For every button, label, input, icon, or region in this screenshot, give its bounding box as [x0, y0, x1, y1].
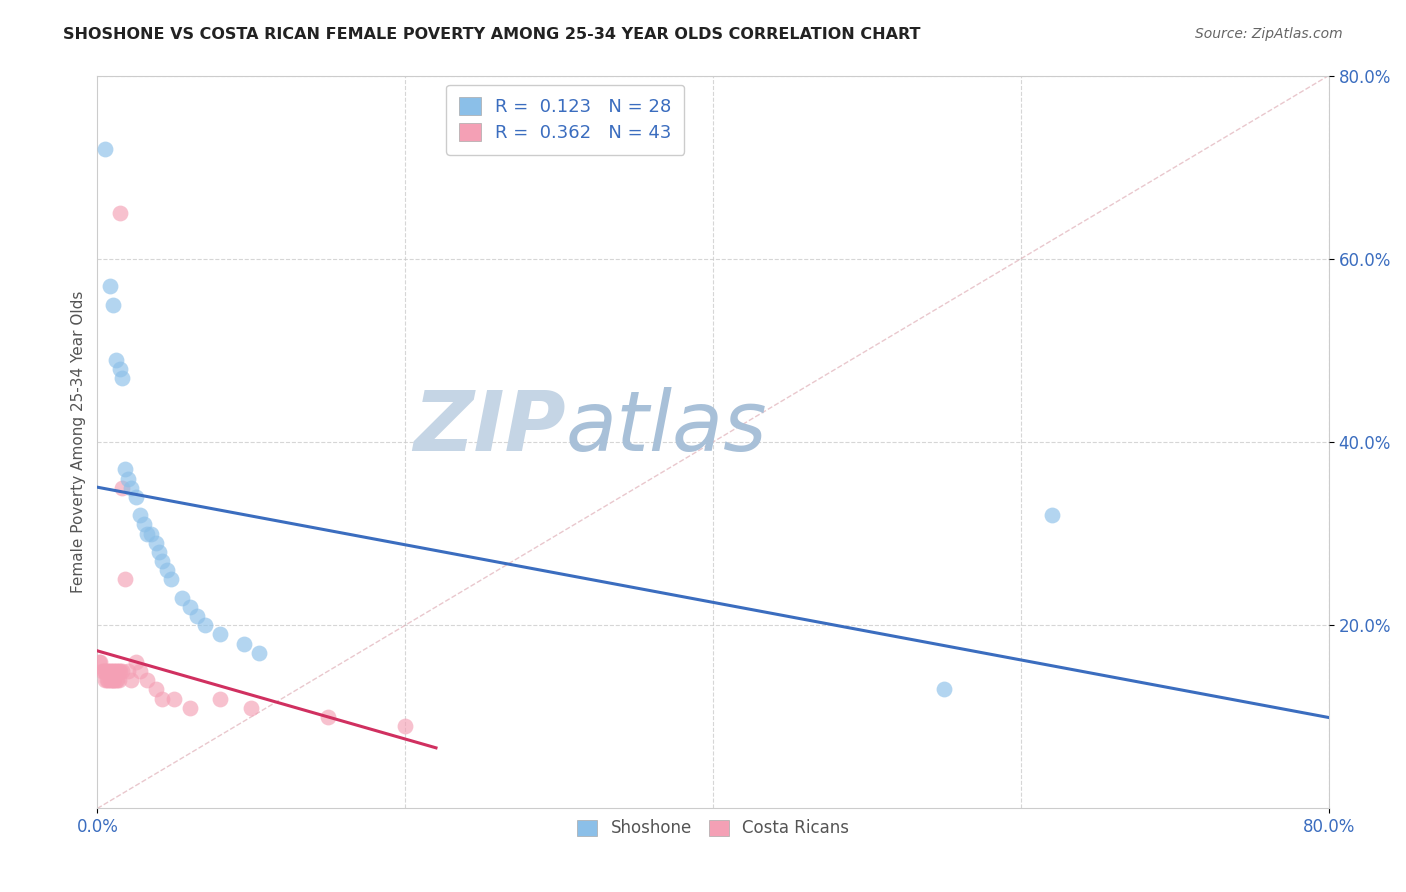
- Point: [111, 481, 134, 495]
- Point: [105, 664, 128, 678]
- Point: [101, 673, 124, 688]
- Point: [135, 526, 157, 541]
- Point: [170, 591, 193, 605]
- Text: SHOSHONE VS COSTA RICAN FEMALE POVERTY AMONG 25-34 YEAR OLDS CORRELATION CHART: SHOSHONE VS COSTA RICAN FEMALE POVERTY A…: [63, 27, 921, 42]
- Point: [111, 664, 134, 678]
- Point: [247, 646, 270, 660]
- Point: [117, 664, 139, 678]
- Point: [194, 618, 217, 632]
- Point: [394, 719, 416, 733]
- Point: [94, 673, 117, 688]
- Point: [145, 535, 167, 549]
- Point: [316, 710, 339, 724]
- Y-axis label: Female Poverty Among 25-34 Year Olds: Female Poverty Among 25-34 Year Olds: [72, 291, 86, 593]
- Point: [179, 599, 201, 614]
- Point: [87, 655, 110, 669]
- Point: [932, 682, 955, 697]
- Point: [129, 508, 152, 523]
- Point: [150, 554, 173, 568]
- Point: [104, 352, 127, 367]
- Point: [125, 655, 148, 669]
- Point: [103, 673, 125, 688]
- Point: [110, 361, 132, 376]
- Point: [117, 472, 139, 486]
- Point: [141, 526, 163, 541]
- Point: [104, 673, 127, 688]
- Text: ZIP: ZIP: [413, 387, 565, 467]
- Point: [98, 673, 121, 688]
- Point: [111, 371, 134, 385]
- Point: [96, 664, 118, 678]
- Point: [96, 673, 118, 688]
- Point: [101, 673, 124, 688]
- Point: [1040, 508, 1063, 523]
- Point: [150, 691, 173, 706]
- Point: [114, 573, 136, 587]
- Point: [105, 673, 128, 688]
- Point: [108, 664, 131, 678]
- Point: [209, 691, 232, 706]
- Point: [101, 297, 124, 311]
- Point: [129, 664, 152, 678]
- Point: [135, 673, 157, 688]
- Point: [98, 279, 121, 293]
- Point: [94, 664, 117, 678]
- Point: [120, 481, 142, 495]
- Text: atlas: atlas: [565, 387, 766, 467]
- Point: [94, 142, 117, 156]
- Point: [145, 682, 167, 697]
- Point: [156, 563, 179, 577]
- Point: [100, 664, 122, 678]
- Point: [240, 700, 263, 714]
- Point: [91, 664, 114, 678]
- Point: [125, 490, 148, 504]
- Point: [110, 664, 132, 678]
- Point: [114, 462, 136, 476]
- Point: [93, 664, 115, 678]
- Point: [209, 627, 232, 641]
- Text: Source: ZipAtlas.com: Source: ZipAtlas.com: [1195, 27, 1343, 41]
- Point: [97, 673, 120, 688]
- Point: [104, 664, 127, 678]
- Point: [120, 673, 142, 688]
- Point: [108, 673, 131, 688]
- Point: [232, 636, 254, 650]
- Point: [89, 655, 111, 669]
- Point: [100, 673, 122, 688]
- Point: [179, 700, 201, 714]
- Point: [163, 691, 186, 706]
- Point: [103, 664, 125, 678]
- Point: [101, 664, 124, 678]
- Legend: Shoshone, Costa Ricans: Shoshone, Costa Ricans: [571, 813, 855, 844]
- Point: [132, 517, 155, 532]
- Point: [110, 206, 132, 220]
- Point: [148, 545, 170, 559]
- Point: [97, 664, 120, 678]
- Point: [160, 573, 183, 587]
- Point: [98, 664, 121, 678]
- Point: [186, 609, 208, 624]
